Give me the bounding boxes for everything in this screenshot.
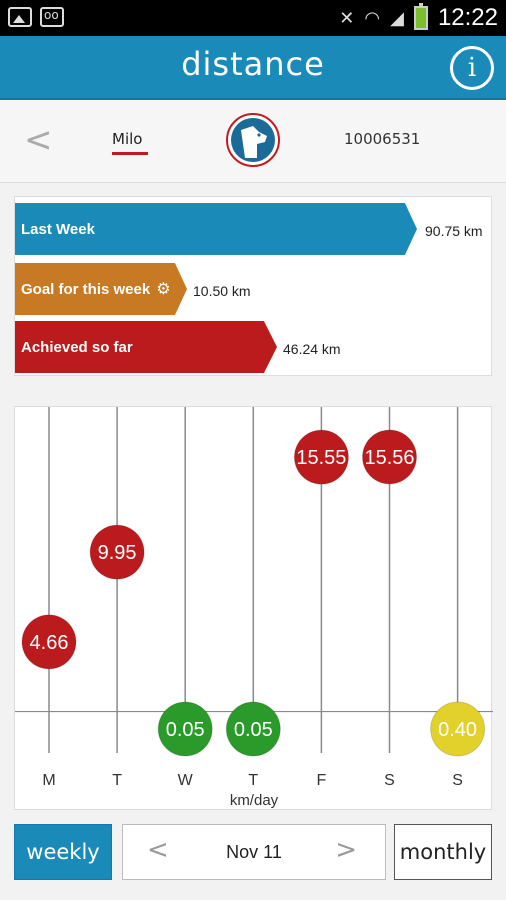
previous-pet-button[interactable]: < [24,120,53,160]
data-label: 15.55 [296,447,346,469]
goal-bar[interactable]: Goal for this week ⚙ [15,263,187,315]
pet-name-underline [112,152,148,155]
last-week-bar: Last Week [15,203,417,255]
data-point-circle [362,429,417,485]
pet-id: 10006531 [344,130,421,148]
weekly-button[interactable]: weekly [14,824,112,880]
data-point-circle [21,614,77,670]
data-label: 15.56 [364,447,414,469]
silent-icon: ✕ [339,7,355,29]
goal-value: 10.50 km [193,283,251,299]
data-label: 0.40 [438,719,477,741]
image-notification-icon [8,7,32,27]
data-point-circle [157,701,213,757]
data-point-circle [225,701,281,757]
x-tick-label: M [42,772,55,789]
pet-selector-bar: < Milo 10006531 [0,100,506,183]
x-tick-label: S [452,772,463,789]
data-point[interactable]: 0.40 [430,701,486,757]
last-week-value: 90.75 km [425,223,483,239]
date-navigator: < Nov 11 > [122,824,386,880]
info-icon[interactable]: i [450,46,494,90]
data-point[interactable]: 15.55 [293,429,349,485]
data-point[interactable]: 0.05 [157,701,213,757]
data-point-circle [293,429,349,485]
current-date: Nov 11 [226,842,282,862]
dog-icon [231,118,275,162]
data-point[interactable]: 15.56 [362,429,417,485]
clock: 12:22 [437,4,498,31]
data-label: 0.05 [166,719,205,741]
pet-avatar[interactable] [226,113,280,167]
previous-week-button[interactable]: < [147,835,169,865]
distance-summary-card: Last Week 90.75 km Goal for this week ⚙ … [14,196,492,376]
last-week-label: Last Week [21,220,95,238]
pet-name[interactable]: Milo [112,130,143,148]
data-label: 4.66 [30,632,69,654]
chart-svg: 4.66 9.95 0.05 0.05 15.55 15.56 0.40 M T W T F S Skm/… [15,407,493,809]
data-point[interactable]: 4.66 [21,614,77,670]
battery-icon [413,3,428,30]
x-tick-label: F [317,772,327,789]
gear-icon[interactable]: ⚙ [156,281,171,298]
status-bar: ✕ ◠ ◢ 12:22 [0,0,506,36]
x-tick-label: T [112,772,122,789]
achieved-label: Achieved so far [21,338,133,356]
achieved-bar: Achieved so far [15,321,277,373]
achieved-value: 46.24 km [283,341,341,357]
x-axis-label: km/day [230,792,279,809]
goal-label: Goal for this week [21,280,151,298]
data-point[interactable]: 0.05 [225,701,281,757]
x-tick-label: W [178,772,194,789]
data-point-circle [430,701,486,757]
monthly-button[interactable]: monthly [394,824,492,880]
data-point[interactable]: 9.95 [89,524,145,580]
data-label: 9.95 [98,542,137,564]
x-tick-label: S [384,772,395,789]
data-label: 0.05 [234,719,273,741]
data-point-circle [89,524,145,580]
app-header: distance i [0,36,506,100]
voicemail-icon [40,7,64,27]
page-title: distance [181,45,325,83]
next-week-button[interactable]: > [335,835,357,865]
x-tick-label: T [248,772,258,789]
signal-icon: ◢ [390,7,404,29]
wifi-icon: ◠ [364,7,381,29]
